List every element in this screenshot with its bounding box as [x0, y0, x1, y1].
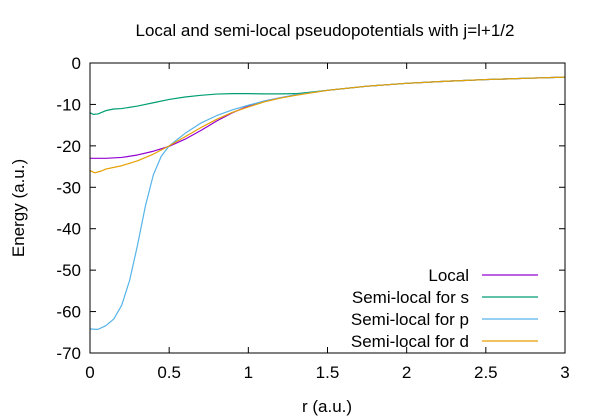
plot-lines: [89, 76, 566, 330]
series-line-4: [89, 76, 566, 174]
x-tick-label: 2.5: [474, 363, 498, 382]
legend-label: Semi-local for d: [351, 332, 469, 351]
series-line-1: [90, 76, 566, 159]
y-axis: 0 -10 -20 -30 -40 -50 -60 -70: [56, 54, 565, 363]
legend-label: Semi-local for p: [351, 310, 469, 329]
y-tick-label: -10: [56, 95, 81, 114]
x-axis-label: r (a.u.): [302, 397, 352, 416]
series-line-3: [89, 76, 566, 330]
series-line-2: [89, 76, 566, 115]
x-tick-label: 2: [402, 363, 411, 382]
y-tick-label: -50: [56, 261, 81, 280]
y-tick-label: -70: [56, 344, 81, 363]
y-tick-label: -60: [56, 303, 81, 322]
legend-label: Local: [428, 266, 469, 285]
x-tick-label: 3: [560, 363, 569, 382]
x-tick-label: 0.5: [157, 363, 181, 382]
y-tick-label: -40: [56, 220, 81, 239]
chart-title: Local and semi-local pseudopotentials wi…: [136, 21, 515, 40]
x-axis: 0 0.5 1 1.5 2 2.5 3: [85, 63, 570, 382]
y-tick-label: 0: [72, 54, 81, 73]
legend: Local Semi-local for s Semi-local for p Sem…: [351, 266, 538, 351]
x-tick-label: 1.5: [316, 363, 340, 382]
y-axis-label: Energy (a.u.): [9, 159, 28, 257]
legend-label: Semi-local for s: [352, 288, 469, 307]
y-tick-label: -20: [56, 137, 81, 156]
x-tick-label: 0: [85, 363, 94, 382]
x-tick-label: 1: [244, 363, 253, 382]
y-tick-label: -30: [56, 178, 81, 197]
plot-frame: [89, 62, 566, 354]
